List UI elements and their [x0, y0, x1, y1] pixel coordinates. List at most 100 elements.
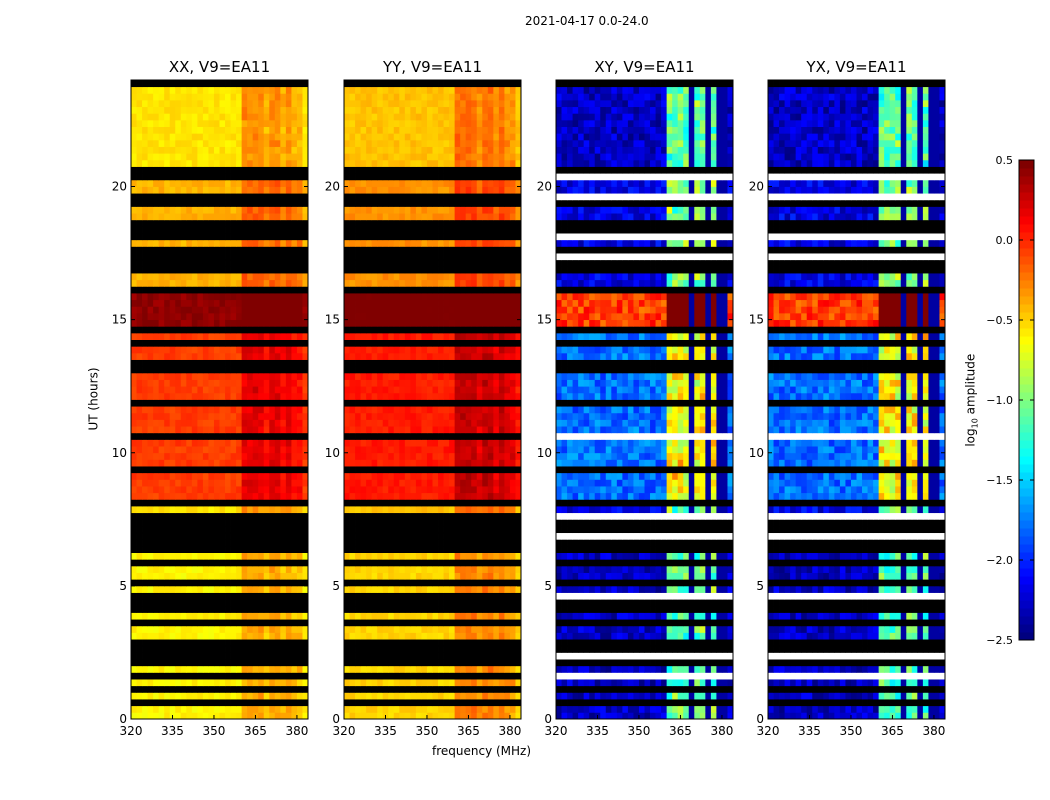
heatmap-cell — [285, 359, 292, 367]
heatmap-cell — [421, 612, 428, 620]
heatmap-cell — [377, 599, 384, 607]
heatmap-cell — [131, 639, 137, 647]
heatmap-cell — [142, 166, 148, 174]
heatmap-cell — [382, 699, 389, 707]
heatmap-cell — [296, 579, 303, 587]
heatmap-cell — [213, 186, 220, 194]
heatmap-cell — [366, 625, 373, 633]
heatmap-cell — [509, 412, 516, 420]
heatmap-cell — [202, 346, 209, 354]
heatmap-cell — [285, 466, 292, 474]
heatmap-cell — [432, 446, 439, 454]
heatmap-cell — [269, 93, 276, 101]
heatmap-cell — [349, 506, 356, 514]
heatmap-cell — [404, 452, 411, 460]
heatmap-cell — [236, 186, 243, 194]
heatmap-cell — [236, 386, 243, 394]
heatmap-cell — [202, 133, 209, 141]
heatmap-cell — [202, 80, 209, 88]
heatmap-cell — [241, 679, 248, 687]
heatmap-cell — [269, 612, 276, 620]
heatmap-cell — [443, 672, 450, 680]
heatmap-cell — [349, 426, 356, 434]
heatmap-cell — [454, 692, 461, 700]
heatmap-cell — [186, 486, 193, 494]
heatmap-cell — [169, 186, 176, 194]
heatmap-cell — [454, 332, 461, 340]
heatmap-cell — [471, 632, 478, 640]
heatmap-cell — [393, 452, 400, 460]
heatmap-cell — [131, 499, 137, 507]
heatmap-cell — [269, 299, 276, 307]
heatmap-cell — [443, 565, 450, 573]
heatmap-cell — [236, 545, 243, 553]
heatmap-cell — [302, 346, 309, 354]
heatmap-cell — [426, 446, 433, 454]
heatmap-cell — [131, 379, 137, 387]
heatmap-cell — [471, 399, 478, 407]
heatmap-cell — [404, 366, 411, 374]
heatmap-cell — [136, 206, 143, 214]
heatmap-cell — [302, 492, 309, 500]
heatmap-cell — [388, 712, 395, 720]
heatmap-cell — [371, 519, 378, 527]
heatmap-cell — [131, 159, 137, 167]
heatmap-cell — [258, 392, 265, 400]
heatmap-cell — [252, 93, 259, 101]
heatmap-cell — [432, 572, 439, 580]
heatmap-cell — [366, 679, 373, 687]
heatmap-cell — [274, 239, 281, 247]
heatmap-cell — [136, 352, 143, 360]
heatmap-cell — [136, 139, 143, 147]
heatmap-cell — [208, 565, 215, 573]
heatmap-cell — [377, 645, 384, 653]
heatmap-cell — [252, 652, 259, 660]
heatmap-cell — [493, 632, 500, 640]
heatmap-cell — [296, 459, 303, 467]
heatmap-cell — [208, 113, 215, 121]
heatmap-cell — [388, 532, 395, 540]
heatmap-cell — [164, 239, 171, 247]
heatmap-cell — [175, 299, 182, 307]
heatmap-cell — [382, 339, 389, 347]
heatmap-cell — [230, 619, 237, 627]
heatmap-cell — [252, 372, 259, 380]
heatmap-cell — [302, 366, 309, 374]
heatmap-cell — [285, 392, 292, 400]
heatmap-cell — [493, 552, 500, 560]
heatmap-cell — [443, 399, 450, 407]
heatmap-cell — [153, 439, 160, 447]
heatmap-cell — [142, 565, 148, 573]
heatmap-cell — [515, 326, 522, 334]
heatmap-cell — [269, 339, 276, 347]
heatmap-cell — [263, 239, 270, 247]
heatmap-cell — [393, 679, 400, 687]
heatmap-cell — [131, 312, 137, 321]
heatmap-cell — [164, 625, 171, 633]
heatmap-cell — [175, 372, 182, 380]
heatmap-cell — [274, 486, 281, 494]
heatmap-cell — [509, 659, 516, 667]
heatmap-cell — [471, 565, 478, 573]
heatmap-cell — [180, 479, 187, 487]
heatmap-cell — [454, 352, 461, 360]
heatmap-cell — [498, 359, 505, 367]
heatmap-cell — [164, 352, 171, 360]
heatmap-cell — [219, 699, 226, 707]
heatmap-cell — [219, 459, 226, 467]
heatmap-cell — [302, 186, 309, 194]
heatmap-cell — [230, 659, 237, 667]
heatmap-cell — [515, 639, 522, 647]
heatmap-cell — [296, 166, 303, 174]
heatmap-cell — [131, 439, 137, 447]
heatmap-cell — [219, 605, 226, 613]
heatmap-cell — [438, 339, 444, 347]
heatmap-cell — [393, 625, 400, 633]
heatmap-cell — [236, 86, 243, 94]
heatmap-cell — [225, 552, 231, 560]
heatmap-cell — [285, 545, 292, 553]
heatmap-cell — [443, 692, 450, 700]
heatmap-cell — [169, 293, 176, 301]
heatmap-cell — [252, 326, 259, 334]
heatmap-cell — [432, 326, 439, 334]
